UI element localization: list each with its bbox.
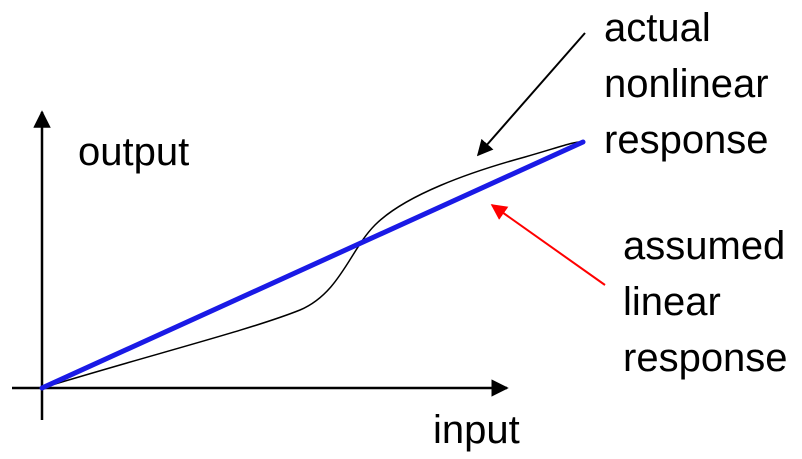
- assumed-response-arrow: [490, 204, 606, 286]
- actual-response-label-line: nonlinear: [604, 62, 769, 106]
- assumed-response-label-line: response: [623, 336, 788, 380]
- y-axis-label: output: [78, 130, 190, 174]
- x-axis-label: input: [433, 408, 520, 452]
- actual-response-label-line: response: [604, 118, 769, 162]
- assumed-response-label: assumed linear response: [623, 218, 788, 386]
- assumed-response-label-line: linear: [623, 280, 721, 324]
- actual-response-label: actual nonlinear response: [604, 0, 769, 168]
- assumed-response-label-line: assumed: [623, 224, 786, 268]
- actual-response-arrow: [476, 32, 586, 157]
- actual-response-label-line: actual: [604, 6, 711, 50]
- linear-response-line: [39, 139, 586, 391]
